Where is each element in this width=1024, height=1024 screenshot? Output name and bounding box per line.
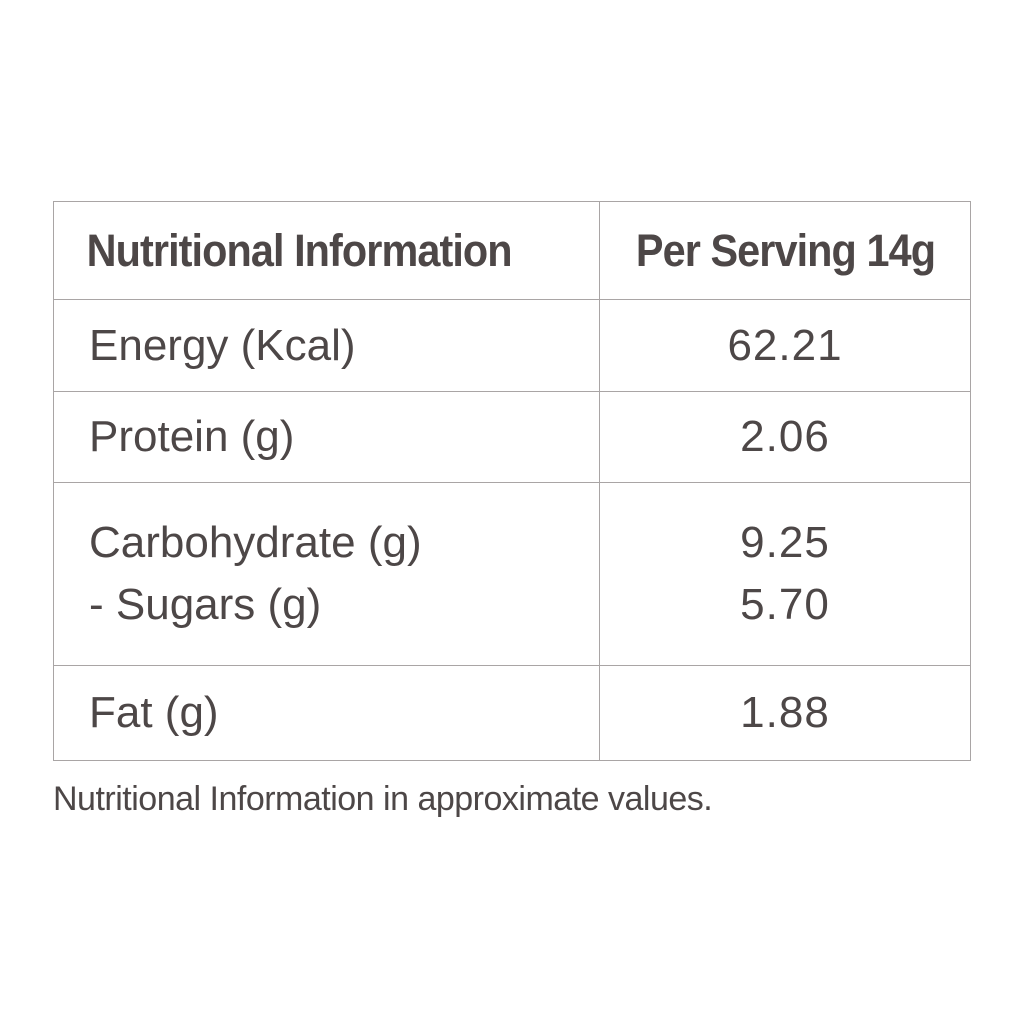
fat-label: Fat (g) — [53, 665, 600, 761]
carbohydrate-label: Carbohydrate (g) — [89, 518, 422, 567]
carbohydrate-value-cell: 9.25 5.70 — [599, 482, 971, 666]
table-row-energy: Energy (Kcal) 62.21 — [53, 299, 971, 392]
header-label: Nutritional Information — [53, 201, 557, 300]
footnote: Nutritional Information in approximate v… — [53, 780, 713, 818]
energy-label: Energy (Kcal) — [53, 299, 600, 392]
table-row-protein: Protein (g) 2.06 — [53, 391, 971, 483]
nutrition-table: Nutritional Information Per Serving 14g … — [53, 201, 971, 761]
header-value: Per Serving 14g — [613, 201, 957, 300]
fat-value: 1.88 — [599, 665, 971, 761]
sugars-value: 5.70 — [740, 580, 830, 629]
carbohydrate-label-cell: Carbohydrate (g) - Sugars (g) — [53, 482, 600, 666]
protein-value: 2.06 — [599, 391, 971, 483]
energy-value: 62.21 — [599, 299, 971, 392]
table-row-fat: Fat (g) 1.88 — [53, 665, 971, 761]
sugars-label: - Sugars (g) — [89, 580, 322, 629]
table-header-row: Nutritional Information Per Serving 14g — [53, 201, 971, 300]
protein-label: Protein (g) — [53, 391, 600, 483]
table-row-carbohydrate: Carbohydrate (g) - Sugars (g) 9.25 5.70 — [53, 482, 971, 666]
carbohydrate-value: 9.25 — [740, 518, 830, 567]
